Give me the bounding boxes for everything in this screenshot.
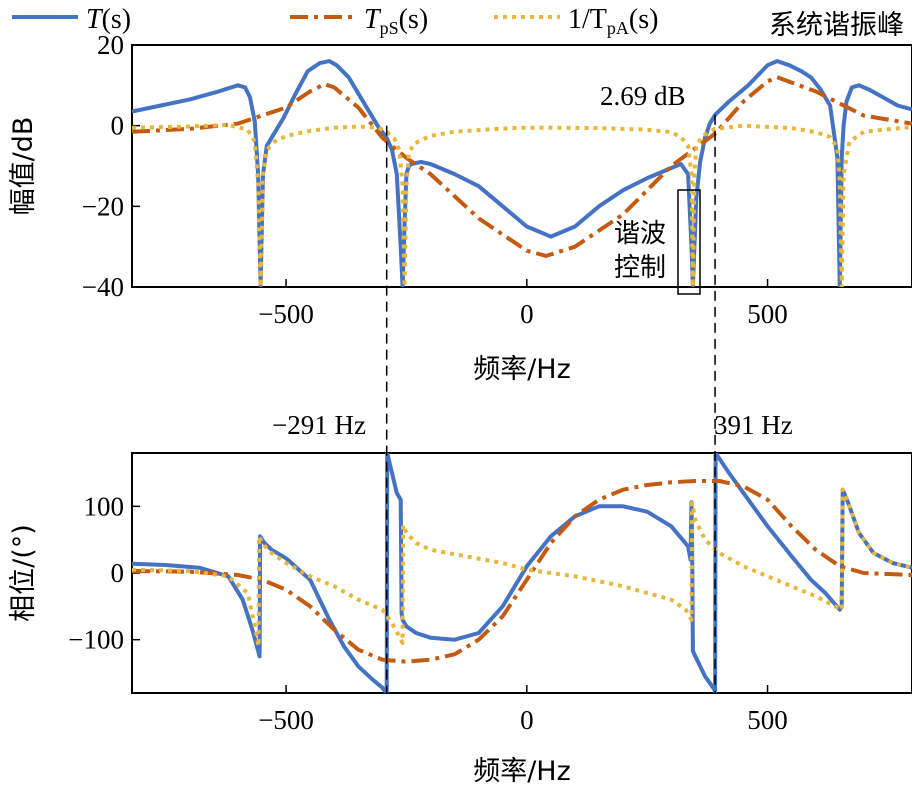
magnitude-plot-frame [131, 44, 912, 288]
phase-x-tick-label: 0 [520, 705, 534, 735]
marker-label-right: 391 Hz [714, 410, 793, 440]
magnitude-x-tick-label: 500 [747, 299, 788, 329]
magnitude-x-tick-label: −500 [258, 299, 314, 329]
magnitude-series-T [132, 59, 912, 287]
magnitude-x-axis-label: 频率/Hz [473, 354, 571, 385]
magnitude-ticks: −500 0 500 20 0 −20 −40 [82, 30, 788, 329]
magnitude-series [132, 59, 912, 287]
phase-y-axis-label: 相位/(°) [8, 524, 39, 622]
legend-label-inv-TpA: 1/TpA(s) [568, 4, 658, 38]
phase-x-axis-label: 频率/Hz [473, 756, 571, 787]
harmonic-control-label-2: 控制 [614, 253, 666, 283]
phase-series-TpS [132, 479, 912, 664]
legend-label-T: T(s) [86, 4, 131, 35]
legend: T(s) TpS(s) 1/TpA(s) 系统谐振峰 [12, 4, 904, 41]
phase-x-tick-label: 500 [747, 705, 788, 735]
phase-x-tick-label: −500 [258, 705, 314, 735]
magnitude-y-tick-label: 0 [111, 111, 125, 141]
magnitude-panel: −500 0 500 20 0 −20 −40 幅值/dB 频率/Hz 2.69 dB 谐波… [8, 30, 912, 385]
magnitude-y-tick-label: −20 [82, 191, 124, 221]
magnitude-y-axis-label: 幅值/dB [8, 117, 39, 216]
legend-label-TpS: TpS(s) [364, 4, 428, 38]
phase-series-inv-TpA [132, 487, 912, 649]
magnitude-series-TpS [132, 75, 912, 258]
phase-y-tick-label: 0 [111, 558, 125, 588]
phase-series-T [132, 453, 912, 693]
harmonic-control-box [677, 189, 701, 295]
phase-y-tick-label: 100 [84, 491, 125, 521]
marker-label-left: −291 Hz [272, 410, 366, 440]
peak-value-annotation: 2.69 dB [600, 81, 686, 111]
corner-label: 系统谐振峰 [769, 10, 904, 41]
magnitude-y-tick-label: −40 [82, 272, 124, 302]
phase-series [132, 453, 912, 693]
magnitude-y-tick-label: 20 [97, 30, 124, 60]
frequency-markers: −291 Hz 391 Hz [272, 114, 793, 693]
magnitude-series-inv-TpA [132, 122, 912, 287]
magnitude-x-tick-label: 0 [520, 299, 534, 329]
phase-y-tick-label: −100 [68, 625, 124, 655]
harmonic-control-label-1: 谐波 [614, 219, 666, 249]
